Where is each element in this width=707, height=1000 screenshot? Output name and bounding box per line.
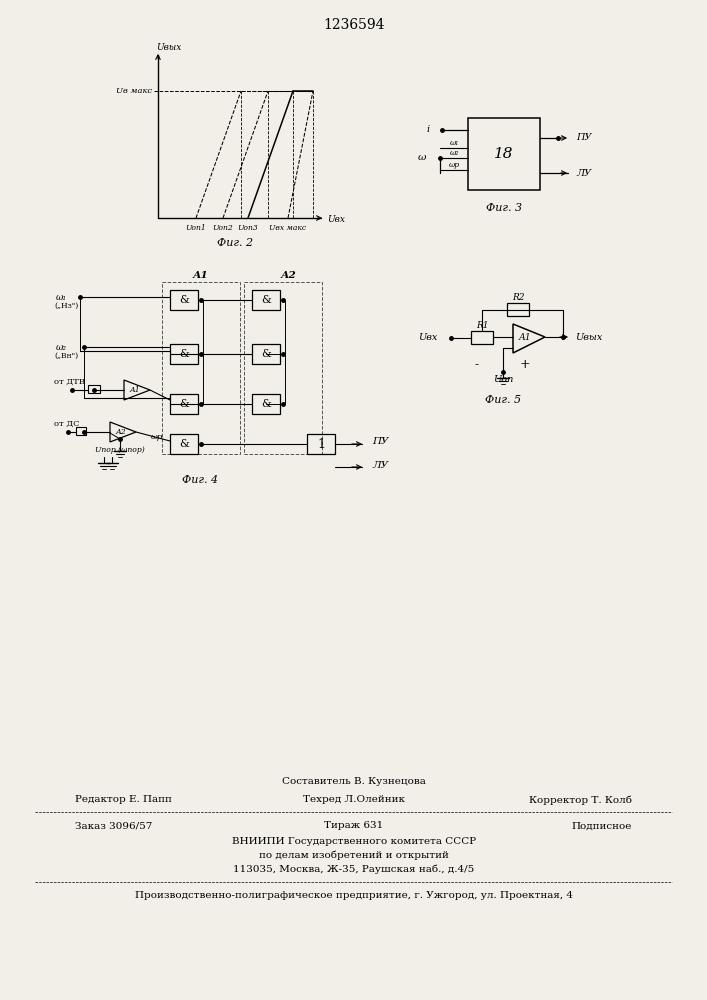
Text: &: & — [261, 399, 271, 409]
Text: Uвх макс: Uвх макс — [269, 224, 307, 232]
Text: 113035, Москва, Ж-35, Раушская наб., д.4/5: 113035, Москва, Ж-35, Раушская наб., д.4… — [233, 864, 474, 874]
Text: &: & — [261, 295, 271, 305]
Text: Uвх: Uвх — [327, 216, 345, 225]
Text: ω₁: ω₁ — [450, 139, 459, 147]
Text: Uвых: Uвых — [156, 42, 182, 51]
Text: &: & — [179, 295, 189, 305]
Bar — [170, 344, 198, 364]
Text: ЛУ: ЛУ — [372, 460, 388, 470]
Text: А1: А1 — [519, 332, 532, 342]
Bar — [88, 385, 100, 393]
Text: Uоп: Uоп — [493, 375, 513, 384]
Text: („Вн"): („Вн") — [54, 352, 78, 360]
Text: по делам изобретений и открытий: по делам изобретений и открытий — [259, 850, 449, 860]
Text: ВНИИПИ Государственного комитета СССР: ВНИИПИ Государственного комитета СССР — [232, 836, 476, 846]
Text: ЛУ: ЛУ — [576, 168, 591, 178]
Text: Заказ 3096/57: Заказ 3096/57 — [75, 822, 153, 830]
Text: &: & — [179, 439, 189, 449]
Text: 1: 1 — [317, 438, 325, 450]
Bar — [252, 344, 280, 364]
Bar — [170, 290, 198, 310]
Text: Подписное: Подписное — [572, 822, 632, 830]
Text: Фиг. 4: Фиг. 4 — [182, 475, 218, 485]
Text: А2: А2 — [281, 270, 297, 279]
Text: ω₂: ω₂ — [56, 342, 67, 352]
Text: ωр: ωр — [151, 433, 163, 441]
Text: ω₂: ω₂ — [450, 149, 459, 157]
Text: -: - — [475, 359, 479, 371]
Text: ω₁: ω₁ — [56, 292, 67, 302]
Text: ПУ: ПУ — [372, 438, 389, 446]
Text: Производственно-полиграфическое предприятие, г. Ужгород, ул. Проектная, 4: Производственно-полиграфическое предприя… — [135, 890, 573, 900]
Text: &: & — [261, 349, 271, 359]
Text: Uоп3: Uоп3 — [238, 224, 258, 232]
Text: Фиг. 2: Фиг. 2 — [217, 238, 253, 248]
Text: ПУ: ПУ — [576, 133, 592, 142]
Text: Фиг. 3: Фиг. 3 — [486, 203, 522, 213]
Text: ωр: ωр — [448, 161, 460, 169]
Bar — [507, 303, 529, 316]
Text: от ДТВ: от ДТВ — [54, 378, 85, 386]
Text: 18: 18 — [494, 147, 514, 161]
Bar — [468, 118, 540, 190]
Text: Тираж 631: Тираж 631 — [325, 822, 384, 830]
Bar — [170, 434, 198, 454]
Text: &: & — [179, 349, 189, 359]
Text: +: + — [520, 359, 530, 371]
Text: Uвх: Uвх — [418, 334, 437, 342]
Text: Uвых: Uвых — [575, 332, 602, 342]
Bar — [76, 427, 86, 435]
Text: Uпор (ωпор): Uпор (ωпор) — [95, 446, 145, 454]
Bar — [252, 394, 280, 414]
Text: R1: R1 — [476, 320, 489, 330]
Text: i: i — [427, 125, 430, 134]
Text: А1: А1 — [129, 386, 140, 394]
Text: Составитель В. Кузнецова: Составитель В. Кузнецова — [282, 778, 426, 786]
Bar — [471, 331, 493, 344]
Text: А1: А1 — [192, 270, 208, 279]
Text: 1236594: 1236594 — [323, 18, 385, 32]
Text: ω: ω — [418, 153, 426, 162]
Text: Uоп2: Uоп2 — [213, 224, 233, 232]
Text: &: & — [179, 399, 189, 409]
Text: Редактор Е. Папп: Редактор Е. Папп — [75, 796, 172, 804]
Bar — [170, 394, 198, 414]
Text: Uв макс: Uв макс — [116, 87, 152, 95]
Text: А2: А2 — [116, 428, 127, 436]
Bar — [252, 290, 280, 310]
Text: R2: R2 — [512, 294, 525, 302]
Text: Техред Л.Олейник: Техред Л.Олейник — [303, 796, 405, 804]
Text: Uоп1: Uоп1 — [186, 224, 206, 232]
Bar — [307, 434, 335, 454]
Text: Корректор Т. Колб: Корректор Т. Колб — [529, 795, 632, 805]
Text: от ДС: от ДС — [54, 420, 79, 428]
Text: („Нз"): („Нз") — [54, 302, 78, 310]
Text: Фиг. 5: Фиг. 5 — [485, 395, 521, 405]
